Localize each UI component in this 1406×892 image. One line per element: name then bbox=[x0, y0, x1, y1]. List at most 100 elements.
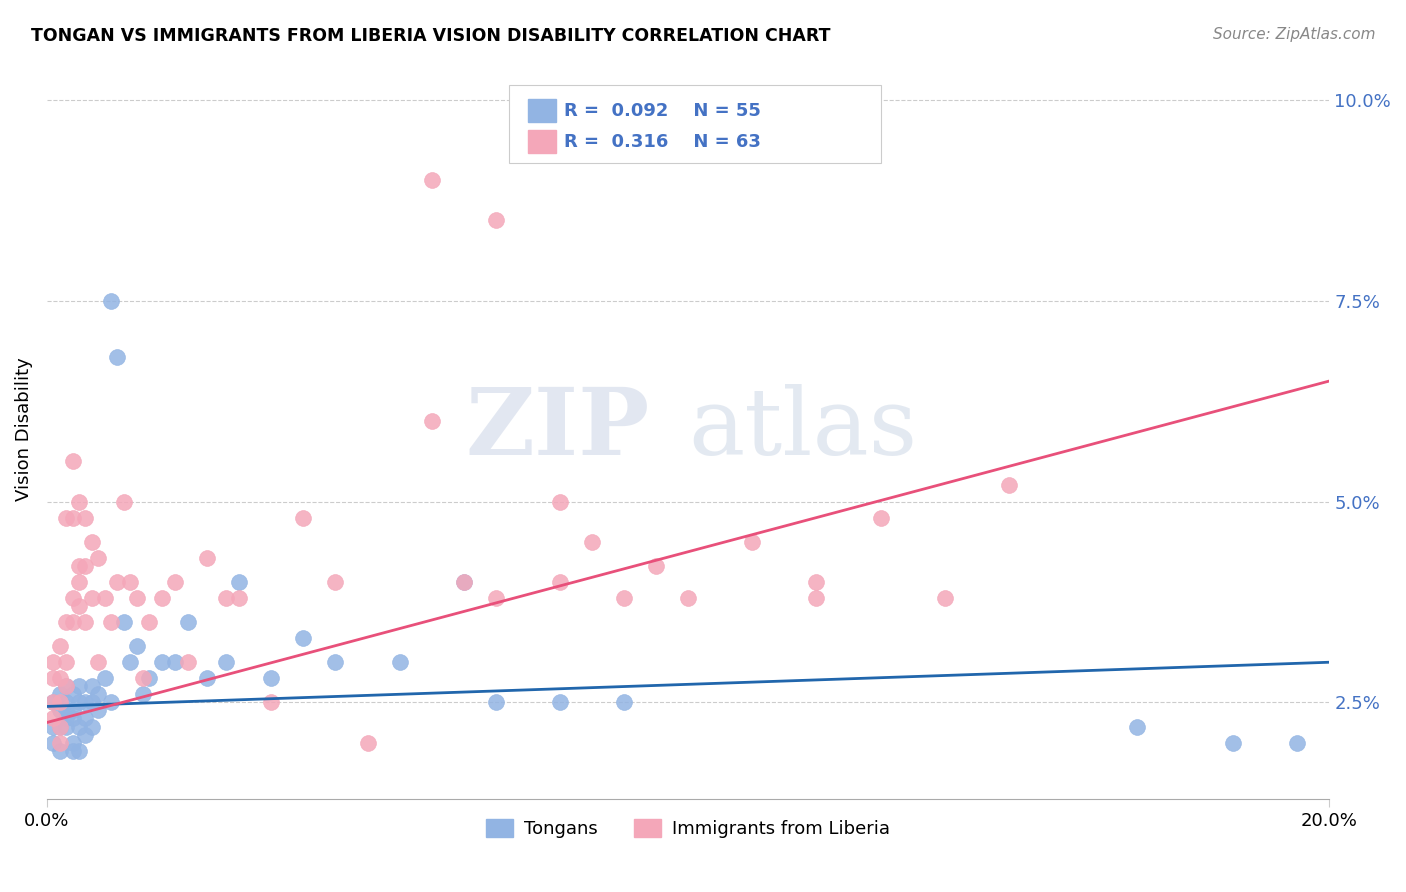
Point bbox=[292, 631, 315, 645]
Point bbox=[165, 655, 187, 669]
Point bbox=[48, 703, 70, 717]
Point bbox=[80, 591, 103, 605]
Point bbox=[55, 719, 77, 733]
Point bbox=[453, 574, 475, 589]
Point bbox=[42, 695, 65, 709]
Point bbox=[165, 574, 187, 589]
Point bbox=[356, 735, 378, 749]
Point bbox=[55, 679, 77, 693]
Y-axis label: Vision Disability: Vision Disability bbox=[15, 358, 32, 501]
Point bbox=[138, 671, 160, 685]
Point bbox=[42, 671, 65, 685]
Point bbox=[55, 703, 77, 717]
Point bbox=[55, 711, 77, 725]
Point bbox=[806, 574, 828, 589]
Point bbox=[107, 350, 129, 364]
Point bbox=[177, 615, 200, 629]
Point bbox=[150, 591, 173, 605]
Text: TONGAN VS IMMIGRANTS FROM LIBERIA VISION DISABILITY CORRELATION CHART: TONGAN VS IMMIGRANTS FROM LIBERIA VISION… bbox=[31, 27, 831, 45]
Point bbox=[581, 534, 603, 549]
Point bbox=[112, 615, 135, 629]
Point bbox=[485, 695, 508, 709]
Point bbox=[93, 591, 115, 605]
Point bbox=[67, 494, 90, 508]
Point bbox=[215, 655, 238, 669]
Point bbox=[100, 293, 122, 308]
Point bbox=[55, 510, 77, 524]
Point bbox=[420, 173, 443, 187]
Point bbox=[107, 574, 129, 589]
Point bbox=[48, 687, 70, 701]
Point bbox=[548, 574, 571, 589]
Point bbox=[48, 735, 70, 749]
Point bbox=[177, 655, 200, 669]
Point bbox=[80, 679, 103, 693]
Point bbox=[62, 615, 84, 629]
Point bbox=[215, 591, 238, 605]
Point bbox=[67, 574, 90, 589]
Point bbox=[62, 735, 84, 749]
Point bbox=[62, 687, 84, 701]
Point bbox=[48, 719, 70, 733]
Point bbox=[997, 478, 1019, 492]
Point bbox=[260, 695, 283, 709]
Point bbox=[62, 454, 84, 468]
Point bbox=[75, 711, 97, 725]
Text: atlas: atlas bbox=[688, 384, 917, 475]
Point bbox=[48, 671, 70, 685]
Point bbox=[388, 655, 411, 669]
Point bbox=[67, 695, 90, 709]
Point bbox=[80, 719, 103, 733]
Point bbox=[325, 655, 347, 669]
Point bbox=[132, 687, 155, 701]
Point bbox=[75, 615, 97, 629]
Point bbox=[645, 558, 668, 573]
Point bbox=[138, 615, 160, 629]
Point bbox=[87, 550, 110, 565]
Point bbox=[42, 655, 65, 669]
Point bbox=[420, 414, 443, 428]
Point bbox=[100, 695, 122, 709]
Point bbox=[62, 703, 84, 717]
Point bbox=[62, 510, 84, 524]
Point bbox=[48, 719, 70, 733]
Point bbox=[548, 695, 571, 709]
Point bbox=[80, 695, 103, 709]
Point bbox=[48, 744, 70, 758]
Point bbox=[1126, 719, 1149, 733]
Point bbox=[48, 639, 70, 653]
Point bbox=[75, 510, 97, 524]
Point bbox=[120, 655, 142, 669]
Point bbox=[75, 695, 97, 709]
Point bbox=[42, 719, 65, 733]
Point bbox=[75, 558, 97, 573]
Point bbox=[453, 574, 475, 589]
Point bbox=[55, 679, 77, 693]
Point bbox=[548, 494, 571, 508]
Point bbox=[1222, 735, 1244, 749]
Point bbox=[87, 703, 110, 717]
Point bbox=[125, 639, 148, 653]
Point bbox=[87, 655, 110, 669]
Point bbox=[55, 615, 77, 629]
Point bbox=[228, 591, 250, 605]
Point bbox=[120, 574, 142, 589]
Point bbox=[87, 687, 110, 701]
Point bbox=[67, 558, 90, 573]
Point bbox=[42, 711, 65, 725]
Point bbox=[150, 655, 173, 669]
Point bbox=[260, 671, 283, 685]
Point bbox=[869, 510, 891, 524]
Point bbox=[806, 591, 828, 605]
Point bbox=[1286, 735, 1309, 749]
Point bbox=[485, 213, 508, 227]
Point bbox=[485, 591, 508, 605]
Point bbox=[55, 655, 77, 669]
Point bbox=[228, 574, 250, 589]
Point bbox=[42, 735, 65, 749]
FancyBboxPatch shape bbox=[509, 86, 880, 163]
Point bbox=[93, 671, 115, 685]
Point bbox=[42, 695, 65, 709]
Point bbox=[325, 574, 347, 589]
FancyBboxPatch shape bbox=[527, 99, 555, 122]
